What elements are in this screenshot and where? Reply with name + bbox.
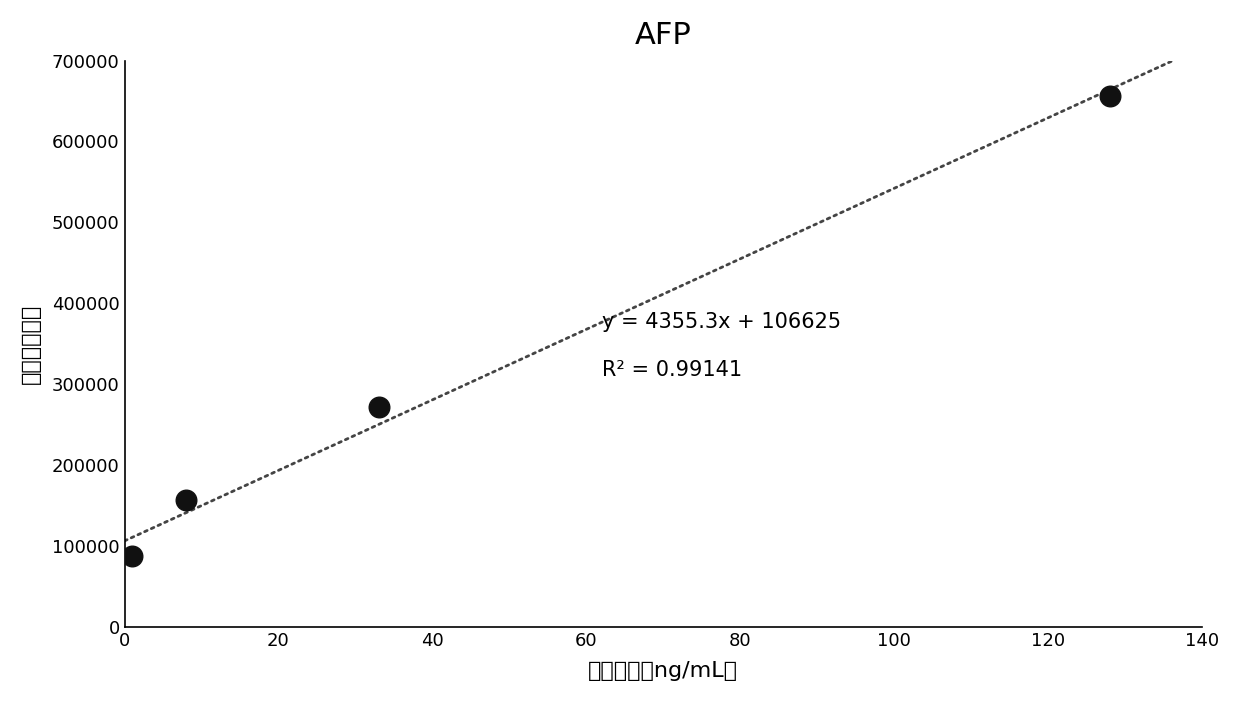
Text: R² = 0.99141: R² = 0.99141: [601, 360, 742, 380]
Point: [1100, 91, 1120, 102]
Point: [368, 402, 388, 413]
X-axis label: 抗原浓度（ng/mL）: 抗原浓度（ng/mL）: [588, 661, 738, 681]
Title: AFP: AFP: [635, 21, 692, 50]
Point: [123, 550, 143, 562]
Point: [176, 494, 196, 505]
Text: y = 4355.3x + 106625: y = 4355.3x + 106625: [601, 312, 841, 331]
Y-axis label: 拷贝数（条）: 拷贝数（条）: [21, 304, 41, 384]
